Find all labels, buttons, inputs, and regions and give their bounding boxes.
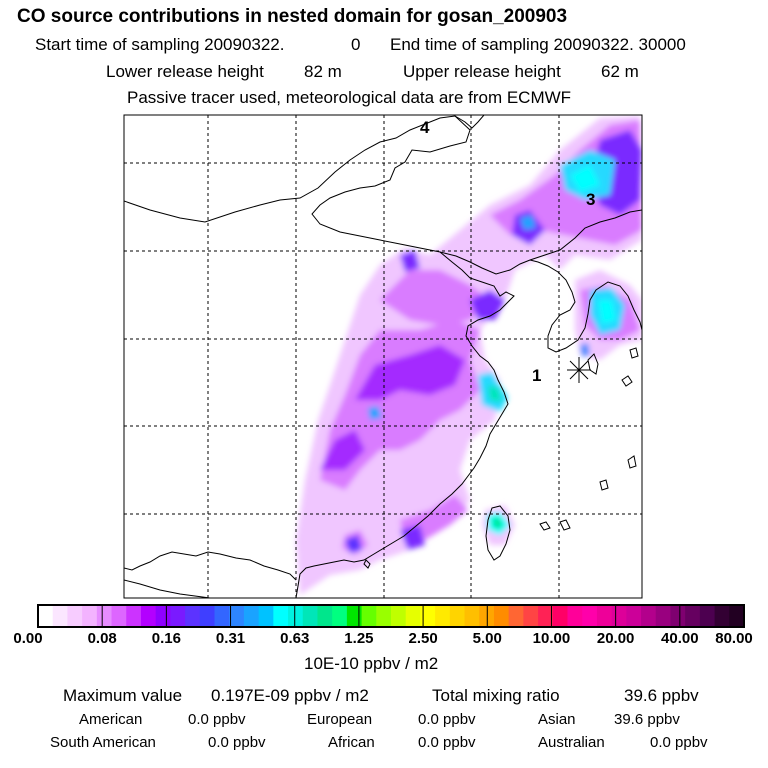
source-name-asian: Asian	[538, 711, 576, 728]
lower-release-value: 82 m	[304, 62, 342, 81]
colorbar-swatch	[611, 605, 627, 627]
colorbar-swatch	[670, 605, 686, 627]
colorbar-swatch	[126, 605, 142, 627]
colorbar-swatch	[155, 605, 171, 627]
colorbar-frame	[37, 604, 745, 628]
colorbar-tick-label: 0.16	[151, 630, 181, 647]
colorbar-swatch	[67, 605, 83, 627]
colorbar-swatch	[38, 605, 54, 627]
colorbar-swatch	[582, 605, 598, 627]
source-value-european: 0.0 ppbv	[418, 711, 476, 728]
colorbar-tick-label: 10.00	[532, 630, 571, 647]
colorbar-swatch	[626, 605, 642, 627]
max-value-label: Maximum value	[63, 686, 183, 705]
total-mixing-label: Total mixing ratio	[432, 686, 560, 705]
source-name-australian: Australian	[538, 734, 605, 751]
colorbar-units: 10E-10 ppbv / m2	[304, 654, 439, 673]
colorbar-swatch	[655, 605, 671, 627]
colorbar-swatch	[170, 605, 186, 627]
colorbar-swatch	[332, 605, 348, 627]
concentration-field	[296, 116, 642, 595]
colorbar-swatch	[685, 605, 701, 627]
colorbar-swatch	[258, 605, 274, 627]
colorbar-tick-label: 0.31	[215, 630, 246, 647]
colorbar-swatch	[229, 605, 245, 627]
colorbar-swatch	[552, 605, 568, 627]
colorbar-swatch	[729, 605, 745, 627]
colorbar-swatch	[214, 605, 230, 627]
coastlines	[124, 115, 642, 598]
chart-title: CO source contributions in nested domain…	[17, 6, 568, 27]
colorbar-swatch	[449, 605, 466, 627]
colorbar-tick-label: 20.00	[596, 630, 635, 647]
max-value: 0.197E-09 ppbv / m2	[211, 686, 369, 705]
colorbar-swatch	[714, 605, 730, 627]
colorbar-swatch	[96, 605, 113, 627]
colorbar-tick-label: 0.08	[87, 630, 117, 647]
colorbar-tick-label: 0.63	[280, 630, 310, 647]
colorbar-swatch	[391, 605, 407, 627]
colorbar-swatch	[464, 605, 480, 627]
colorbar	[37, 604, 745, 628]
grid-lines	[124, 115, 642, 598]
lower-release-label: Lower release height	[106, 62, 264, 81]
source-value-australian: 0.0 ppbv	[650, 734, 708, 751]
colorbar-swatch	[52, 605, 68, 627]
region-label-1: 1	[532, 366, 541, 385]
colorbar-tick-label: 5.00	[472, 630, 502, 647]
map-border	[123, 114, 643, 599]
colorbar-swatch	[185, 605, 201, 627]
source-value-south-american: 0.0 ppbv	[208, 734, 266, 751]
colorbar-swatch	[376, 605, 392, 627]
colorbar-tick-label: 40.00	[661, 630, 699, 647]
colorbar-swatch	[538, 605, 554, 627]
colorbar-swatch	[273, 605, 289, 627]
colorbar-swatch	[405, 605, 421, 627]
colorbar-swatch	[199, 605, 215, 627]
colorbar-swatch	[302, 605, 318, 627]
total-mixing-value: 39.6 ppbv	[624, 686, 699, 705]
colorbar-swatch	[140, 605, 157, 627]
start-time-hour: 0	[351, 35, 361, 54]
colorbar-tick-label: 1.25	[344, 630, 374, 647]
colorbar-swatch	[317, 605, 333, 627]
source-name-african: African	[328, 734, 375, 751]
colorbar-swatch	[82, 605, 98, 627]
colorbar-swatch	[508, 605, 524, 627]
source-name-south-american: South American	[50, 734, 156, 751]
colorbar-swatch	[523, 605, 539, 627]
colorbar-swatch	[346, 605, 363, 627]
upper-release-value: 62 m	[601, 62, 639, 81]
source-value-african: 0.0 ppbv	[418, 734, 476, 751]
source-name-european: European	[307, 711, 373, 728]
colorbar-swatch	[699, 605, 716, 627]
receptor-marker	[567, 357, 591, 383]
source-value-american: 0.0 ppbv	[188, 711, 246, 728]
colorbar-swatch	[243, 605, 260, 627]
colorbar-swatch	[435, 605, 451, 627]
colorbar-swatch	[288, 605, 304, 627]
colorbar-swatch	[641, 605, 657, 627]
colorbar-tick-label: 0.00	[13, 630, 43, 647]
colorbar-swatch	[493, 605, 510, 627]
colorbar-swatch	[567, 605, 583, 627]
upper-release-label: Upper release height	[403, 62, 561, 81]
source-name-american: American	[79, 711, 143, 728]
end-time-label: End time of sampling 20090322. 30000	[390, 35, 686, 54]
tracer-note: Passive tracer used, meteorological data…	[127, 88, 572, 107]
colorbar-swatch	[420, 605, 436, 627]
colorbar-tick-label: 80.00	[715, 630, 753, 647]
colorbar-swatch	[596, 605, 613, 627]
start-time-label: Start time of sampling 20090322.	[35, 35, 285, 54]
colorbar-swatch	[361, 605, 377, 627]
colorbar-swatch	[111, 605, 127, 627]
colorbar-tick-label: 2.50	[408, 630, 438, 647]
source-value-asian: 39.6 ppbv	[614, 711, 680, 728]
region-label-3: 3	[586, 190, 595, 209]
region-label-4: 4	[420, 118, 430, 137]
